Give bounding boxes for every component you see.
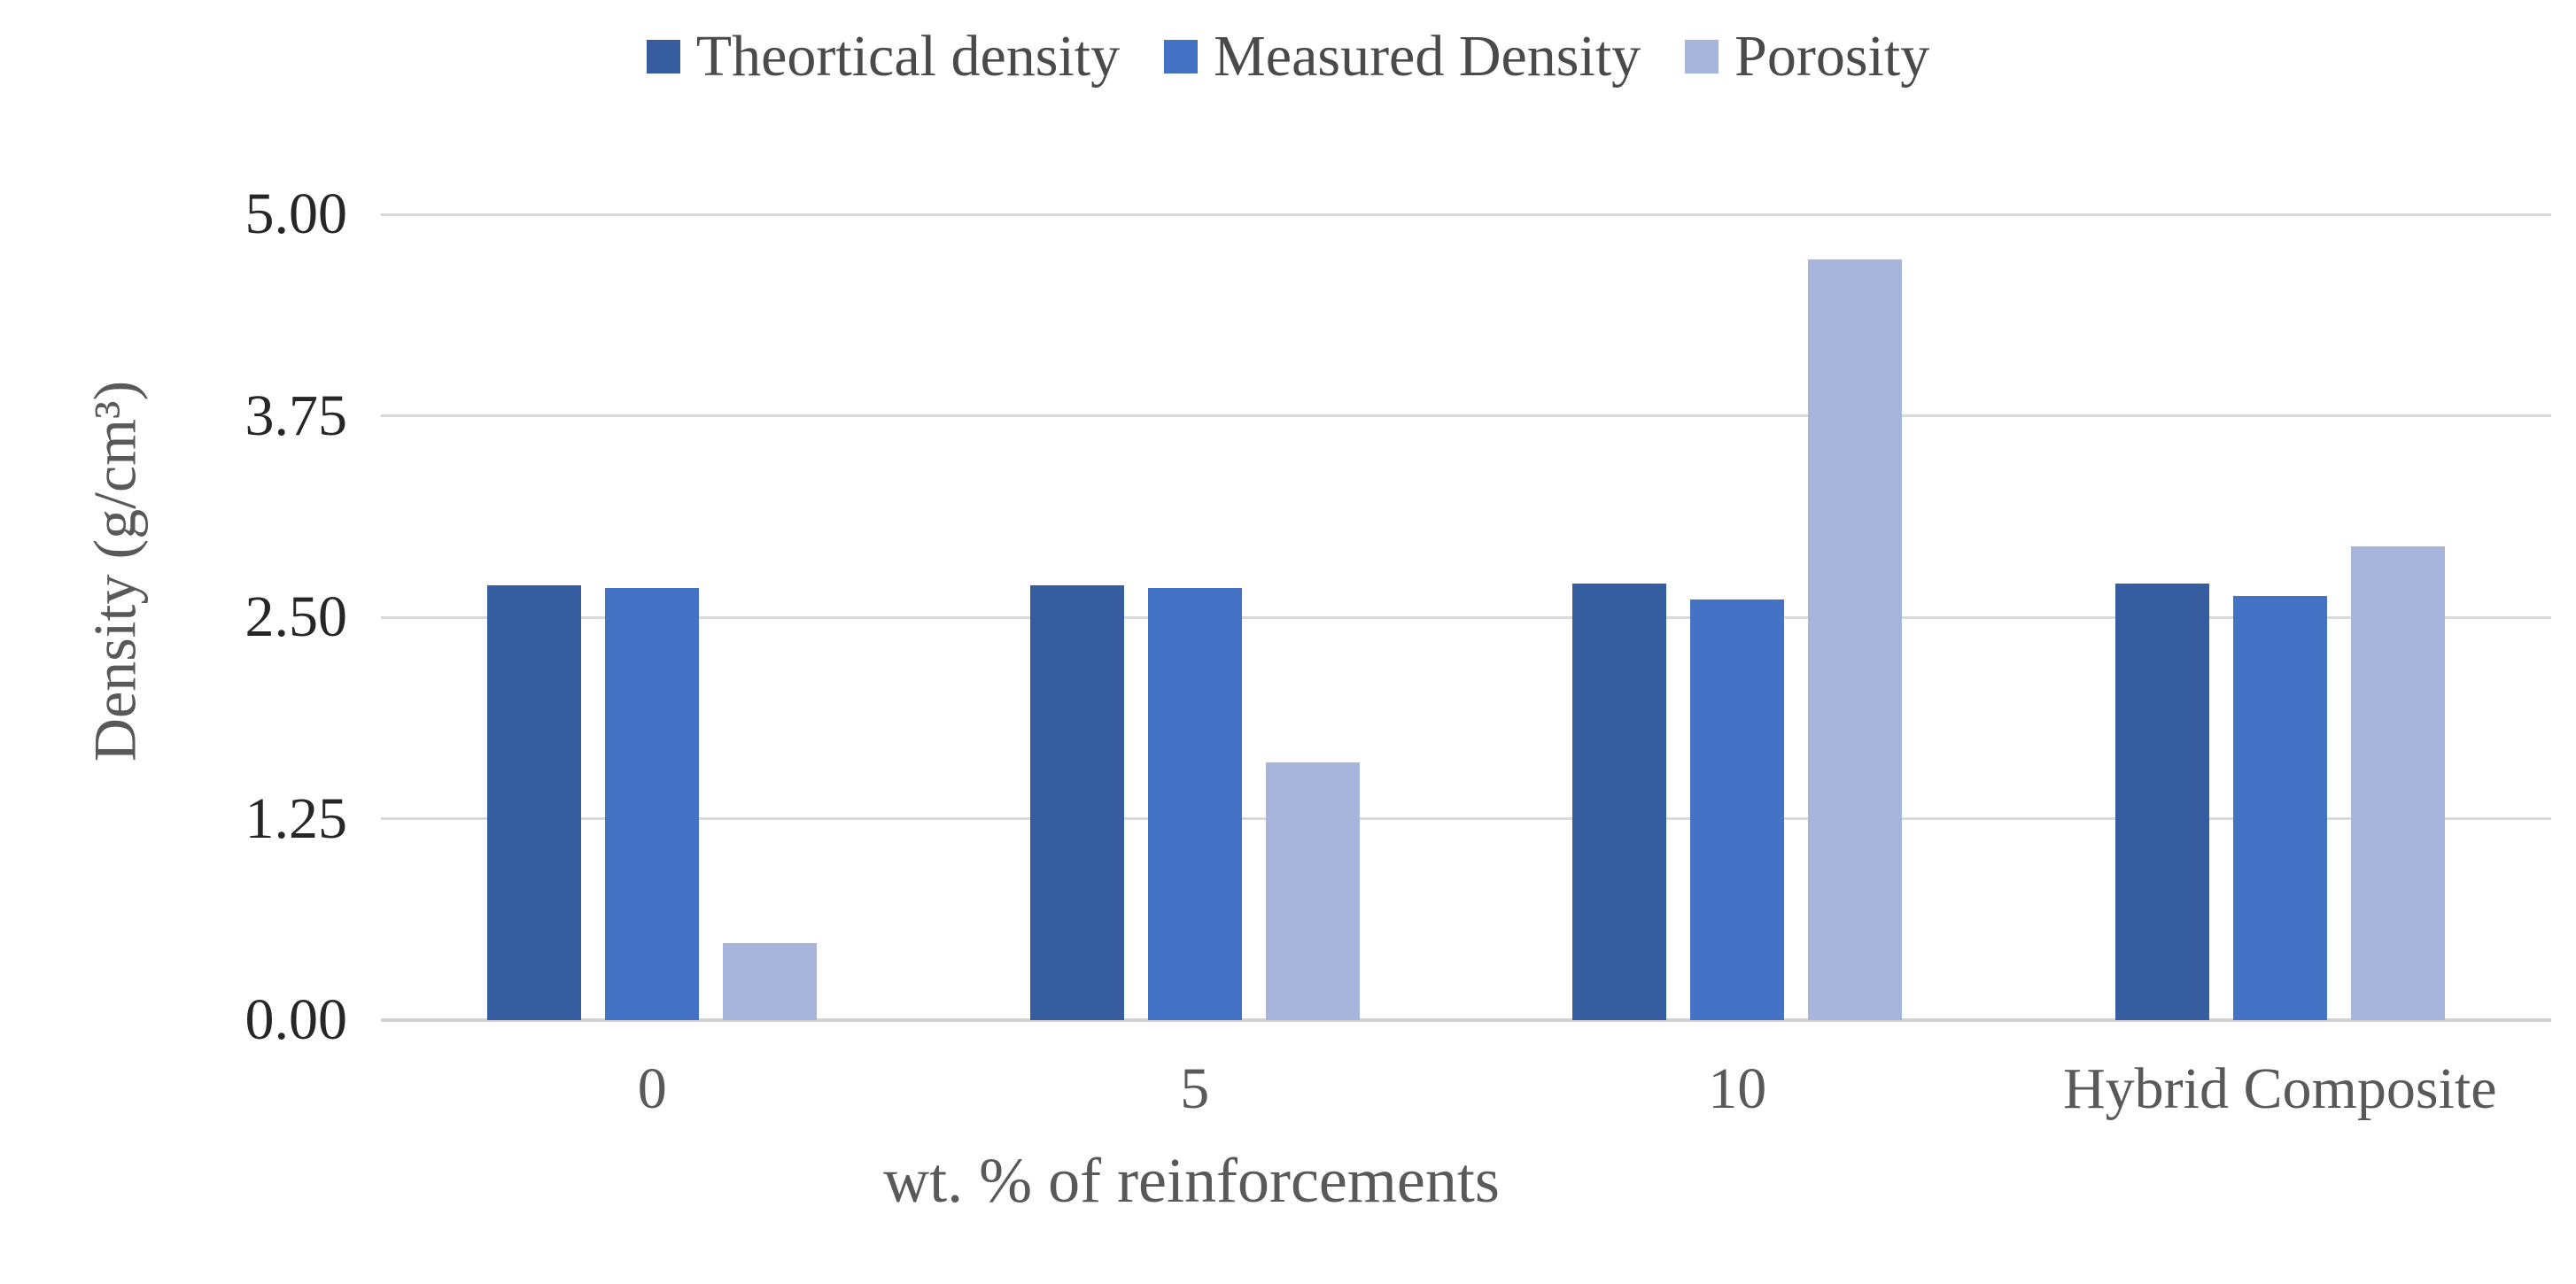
y-axis-title: Density (g/cm³) <box>81 380 149 762</box>
legend-color-swatch <box>646 40 680 73</box>
bar-porosity-hybrid-composite <box>2350 545 2445 1020</box>
x-tick-label: Hybrid Composite <box>2063 1056 2497 1121</box>
legend-label: Porosity <box>1734 24 1930 89</box>
x-axis-title: wt. % of reinforcements <box>883 1145 1500 1216</box>
legend-color-swatch <box>1685 40 1719 73</box>
legend-item-porosity: Porosity <box>1685 23 1929 90</box>
plot-area <box>381 213 2551 1022</box>
bar-theortical-density-10 <box>1572 583 1667 1020</box>
y-tick-label: 5.00 <box>244 182 348 246</box>
x-tick-label: 5 <box>1180 1056 1210 1121</box>
y-tick-label: 2.50 <box>244 584 348 649</box>
bar-porosity-10 <box>1808 259 1903 1020</box>
legend-item-measured-density: Measured Density <box>1164 23 1641 90</box>
bar-measured-density-0 <box>605 588 700 1020</box>
gridline <box>381 817 2551 820</box>
y-tick-label: 1.25 <box>244 785 348 851</box>
y-axis-tick-labels: 0.00 1.25 2.50 3.75 5.00 <box>0 182 348 1052</box>
bar-theortical-density-0 <box>487 584 582 1020</box>
gridline <box>381 414 2551 417</box>
bar-measured-density-5 <box>1147 588 1242 1020</box>
bar-measured-density-10 <box>1690 599 1785 1020</box>
y-tick-label: 0.00 <box>244 987 348 1052</box>
x-tick-label: 10 <box>1708 1056 1767 1121</box>
legend-item-theortical-density: Theortical density <box>646 23 1121 90</box>
legend-label: Measured Density <box>1214 24 1641 89</box>
bar-porosity-5 <box>1265 762 1360 1020</box>
bar-theortical-density-hybrid-composite <box>2114 583 2209 1020</box>
bar-theortical-density-5 <box>1029 584 1124 1020</box>
legend-color-swatch <box>1164 40 1199 73</box>
x-axis-line <box>381 1018 2551 1022</box>
legend-label: Theortical density <box>695 24 1121 89</box>
y-tick-label: 3.75 <box>244 383 348 448</box>
bar-porosity-0 <box>723 942 818 1020</box>
gridline <box>381 213 2551 216</box>
bar-measured-density-hybrid-composite <box>2232 596 2327 1020</box>
gridline <box>381 615 2551 619</box>
x-tick-label: 0 <box>637 1056 667 1121</box>
chart-legend: Theortical density Measured Density Porosi… <box>35 23 2541 90</box>
